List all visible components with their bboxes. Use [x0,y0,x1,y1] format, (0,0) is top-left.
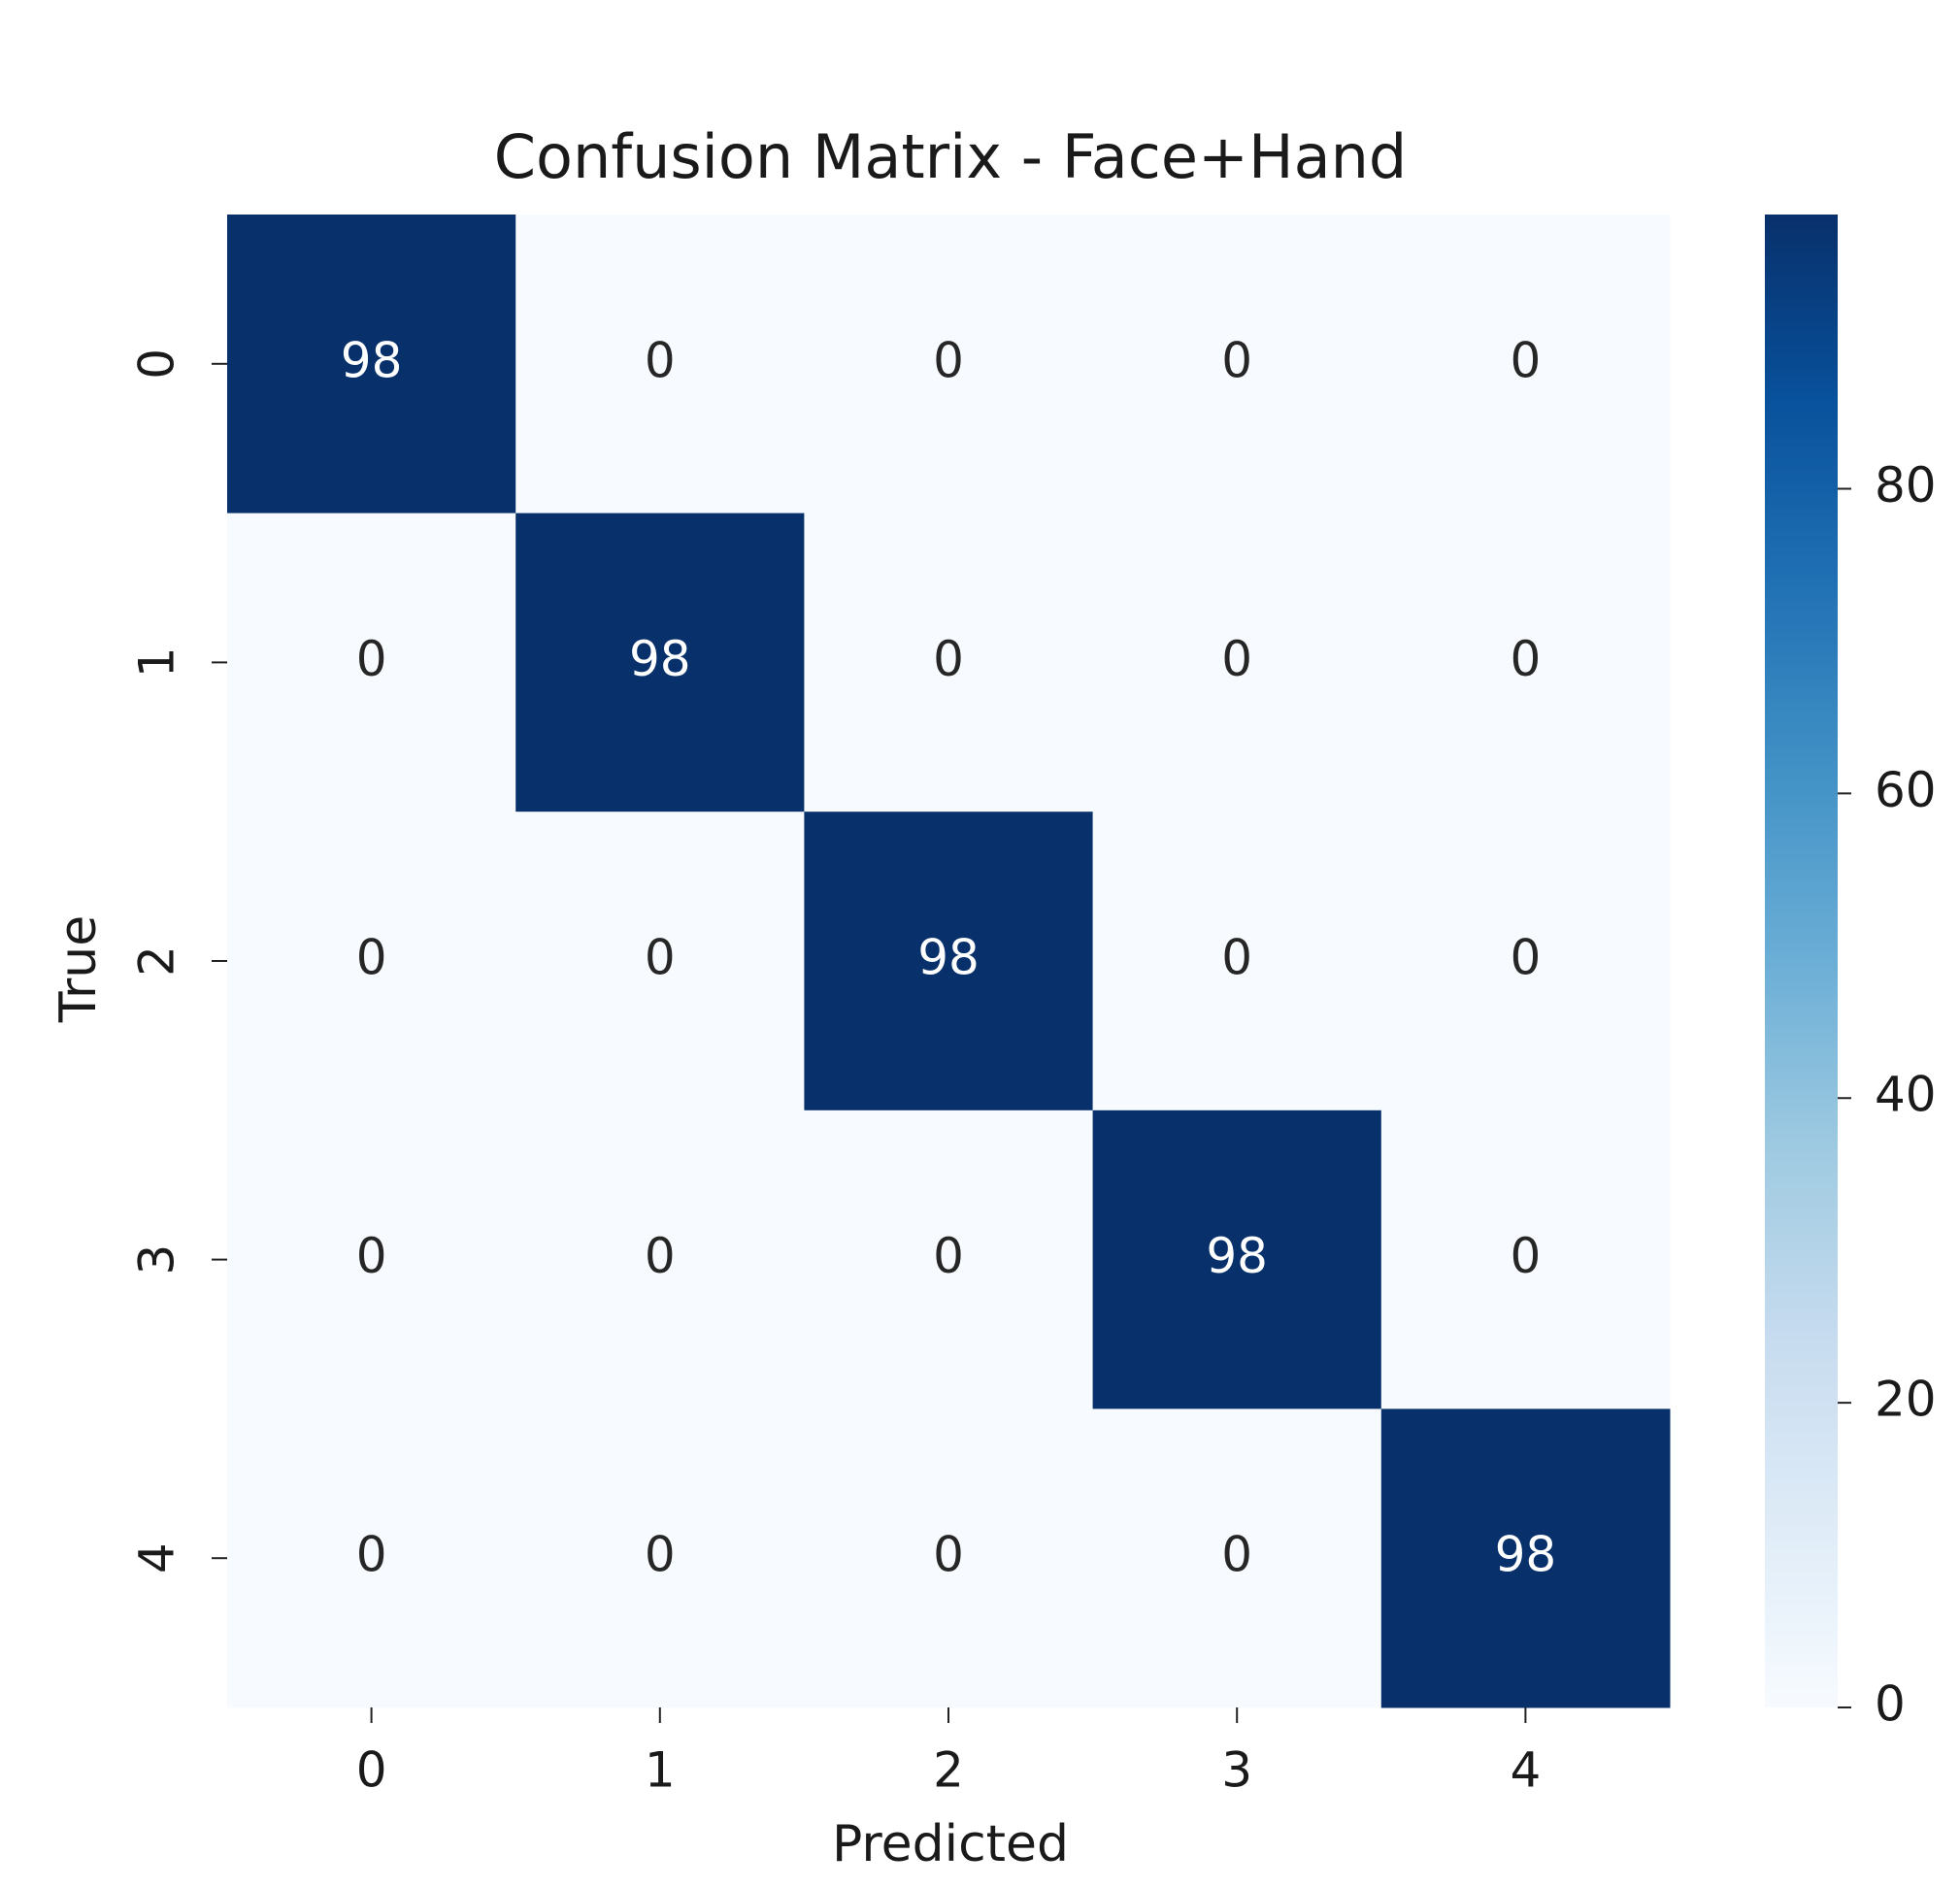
cell-label: 0 [933,1527,964,1583]
heatmap-cell [515,812,805,1111]
cell-label: 0 [933,1228,964,1284]
x-tick-label: 1 [645,1742,676,1799]
cell-label: 0 [1221,930,1252,986]
y-tick-label: 4 [129,1542,185,1573]
y-tick-label: 0 [129,348,185,380]
heatmap-cell [515,513,805,812]
y-axis-label: True [50,915,108,1023]
cell-label: 98 [1206,1228,1268,1284]
heatmap-cell [804,1110,1094,1409]
heatmap-cell [227,812,516,1111]
heatmap-cell [804,513,1094,812]
colorbar-tick-label: 40 [1875,1067,1937,1123]
heatmap-cell [227,1110,516,1409]
cell-label: 0 [645,930,676,986]
cell-label: 0 [356,930,387,986]
y-tick-label: 3 [129,1244,185,1275]
cell-label: 0 [1510,1228,1541,1284]
cell-label: 0 [356,1527,387,1583]
colorbar [1765,215,1838,1707]
heatmap-cell [515,1408,805,1708]
heatmap-cell [1092,812,1382,1111]
heatmap-cell [1380,1408,1671,1708]
heatmap-cell [1380,513,1671,812]
colorbar-tick-label: 80 [1875,457,1937,513]
colorbar-tick-label: 0 [1875,1676,1906,1733]
colorbar-tick-label: 60 [1875,762,1937,818]
cell-label: 98 [917,930,980,986]
colorbar-tick-label: 20 [1875,1372,1937,1428]
heatmap-cell [804,812,1094,1111]
heatmap-cell [515,215,805,514]
cell-label: 98 [1495,1527,1557,1583]
cell-label: 98 [341,332,403,388]
cell-label: 0 [1221,631,1252,687]
x-tick-label: 0 [356,1742,387,1799]
heatmap-cell [1380,1110,1671,1409]
heatmap-cell [1092,215,1382,514]
cell-label: 0 [356,1228,387,1284]
heatmap-cell [1092,513,1382,812]
cell-label: 0 [933,332,964,388]
cell-label: 0 [356,631,387,687]
x-axis-label: Predicted [832,1815,1069,1873]
heatmap-cell [804,215,1094,514]
heatmap-cell [804,1408,1094,1708]
chart-title: Confusion Matrix - Face+Hand [494,121,1408,192]
x-tick-label: 3 [1221,1742,1252,1799]
heatmap-cell [1092,1408,1382,1708]
cell-label: 0 [1221,332,1252,388]
x-tick-label: 4 [1510,1742,1541,1799]
x-tick-label: 2 [933,1742,964,1799]
cell-label: 0 [933,631,964,687]
cell-label: 0 [645,1228,676,1284]
heatmap-cell [1380,215,1671,514]
heatmap-cell [1092,1110,1382,1409]
y-tick-label: 1 [129,646,185,678]
cell-label: 0 [645,332,676,388]
cell-label: 98 [629,631,691,687]
cell-label: 0 [1221,1527,1252,1583]
heatmap-cell [227,1408,516,1708]
heatmap-cell [227,215,516,514]
cell-label: 0 [645,1527,676,1583]
cell-label: 0 [1510,631,1541,687]
heatmap-cell [227,513,516,812]
heatmap-cell [1380,812,1671,1111]
heatmap-cell [515,1110,805,1409]
cell-label: 0 [1510,930,1541,986]
cell-label: 0 [1510,332,1541,388]
y-tick-label: 2 [129,945,185,977]
